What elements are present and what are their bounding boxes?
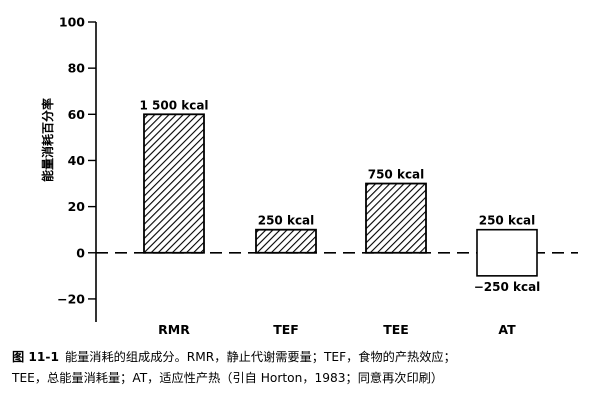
bar-value-label: 750 kcal [368, 168, 425, 182]
caption-text-1: 能量消耗的组成成分。RMR，静止代谢需要量；TEF，食物的产热效应； [64, 350, 456, 364]
chart-labels: 1 500 kcal RMR 250 kcal TEF 750 kcal TEE 250 k… [139, 98, 540, 337]
y-tick-label: 20 [68, 199, 86, 214]
bar-tee [365, 182, 427, 254]
caption-line-2: TEE，总能量消耗量；AT，适应性产热（引自 Horton，1983；同意再次印… [12, 371, 444, 385]
bar-value-label: 250 kcal [258, 214, 315, 228]
chart-bars [143, 113, 538, 277]
bar-chart: −20 0 20 40 60 80 100 能量消耗百分率 1 500 kcal RMR 250 … [40, 15, 578, 337]
figure-caption: 图 11-1 能量消耗的组成成分。RMR，静止代谢需要量；TEF，食物的产热效应；… [12, 347, 596, 389]
caption-number: 图 11-1 [12, 350, 59, 364]
bar-tef [255, 228, 317, 254]
x-category-label: RMR [158, 322, 190, 337]
x-category-label: TEF [273, 322, 299, 337]
bar-at [476, 228, 538, 277]
y-tick-label: 0 [76, 245, 85, 260]
bar-negative-label: −250 kcal [474, 280, 541, 294]
y-tick-label: −20 [57, 291, 85, 306]
x-category-label: TEE [383, 322, 409, 337]
x-category-label: AT [498, 322, 516, 337]
y-tick-label: 100 [59, 15, 85, 30]
y-tick-label: 40 [68, 153, 86, 168]
y-tick-label: 80 [68, 61, 86, 76]
y-axis-label: 能量消耗百分率 [40, 98, 55, 182]
bar-value-label: 1 500 kcal [139, 98, 208, 112]
y-tick-label: 60 [68, 107, 86, 122]
caption-line-1: 图 11-1 能量消耗的组成成分。RMR，静止代谢需要量；TEF，食物的产热效应； [12, 347, 596, 368]
bar-rmr [143, 113, 205, 254]
bar-value-label: 250 kcal [479, 214, 536, 228]
